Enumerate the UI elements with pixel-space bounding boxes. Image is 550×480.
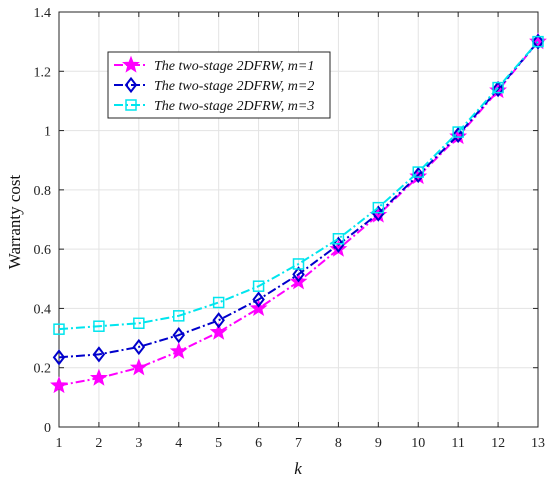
data-point xyxy=(173,310,185,322)
x-tick-label: 12 xyxy=(491,436,505,451)
data-point xyxy=(372,201,385,214)
data-point xyxy=(332,233,345,245)
x-tick-label: 4 xyxy=(175,436,182,451)
x-tick-label: 3 xyxy=(135,436,142,451)
legend-label: The two-stage 2DFRW, m=2 xyxy=(154,79,314,94)
x-tick-label: 1 xyxy=(56,436,63,451)
data-point xyxy=(412,166,424,178)
data-point xyxy=(292,266,305,283)
legend-item: The two-stage 2DFRW, m=3 xyxy=(114,99,314,114)
x-tick-label: 6 xyxy=(255,436,262,451)
x-tick-label: 9 xyxy=(375,436,382,451)
series-m2 xyxy=(52,33,545,366)
data-point xyxy=(452,126,464,138)
data-point xyxy=(169,342,188,360)
y-tick-label: 1.2 xyxy=(34,65,52,80)
legend-item: The two-stage 2DFRW, m=2 xyxy=(114,76,314,94)
x-tick-label: 10 xyxy=(411,436,425,451)
series-layer xyxy=(50,32,547,394)
data-point xyxy=(133,317,145,329)
series-line xyxy=(58,40,539,331)
data-point xyxy=(492,81,504,94)
y-tick-label: 1 xyxy=(44,125,51,140)
x-axis-label: k xyxy=(294,459,302,478)
data-point xyxy=(491,80,505,98)
data-point xyxy=(212,296,225,309)
legend-label: The two-stage 2DFRW, m=1 xyxy=(154,59,314,74)
data-point xyxy=(53,323,65,335)
legend-swatch-marker xyxy=(125,99,137,111)
y-tick-label: 0.8 xyxy=(34,184,52,199)
legend-label: The two-stage 2DFRW, m=3 xyxy=(154,99,314,114)
legend-swatch-marker xyxy=(122,55,140,73)
data-point xyxy=(212,312,225,329)
x-tick-label: 5 xyxy=(215,436,222,451)
data-point xyxy=(132,338,146,356)
data-point xyxy=(93,320,105,332)
data-point xyxy=(172,326,186,344)
data-point xyxy=(89,368,108,386)
data-point xyxy=(531,33,545,50)
series-m3 xyxy=(53,35,544,335)
y-axis-label: Warranty cost xyxy=(5,175,24,270)
y-tick-label: 1.4 xyxy=(34,6,52,21)
x-tick-label: 13 xyxy=(531,436,545,451)
data-point xyxy=(411,166,425,184)
data-point xyxy=(209,322,228,340)
x-tick-label: 11 xyxy=(451,436,464,451)
data-point xyxy=(50,376,68,394)
data-point xyxy=(292,258,305,270)
y-tick-label: 0 xyxy=(44,421,51,436)
y-tick-label: 0.6 xyxy=(34,243,52,258)
x-tick-label: 7 xyxy=(295,436,302,451)
data-point xyxy=(52,349,66,366)
data-point xyxy=(252,291,265,308)
data-point xyxy=(332,236,345,253)
x-tick-label: 8 xyxy=(335,436,342,451)
y-tick-label: 0.4 xyxy=(34,302,52,317)
legend-swatch-marker xyxy=(124,76,138,94)
legend-item: The two-stage 2DFRW, m=1 xyxy=(114,55,314,74)
data-point xyxy=(92,346,106,363)
data-point xyxy=(252,280,265,292)
series-line xyxy=(58,40,539,359)
data-point xyxy=(129,358,148,376)
data-point xyxy=(532,35,544,48)
data-point xyxy=(451,126,465,144)
x-tick-label: 2 xyxy=(95,436,102,451)
legend: The two-stage 2DFRW, m=1 The two-stage 2D… xyxy=(107,51,331,119)
y-tick-label: 0.2 xyxy=(34,362,52,377)
